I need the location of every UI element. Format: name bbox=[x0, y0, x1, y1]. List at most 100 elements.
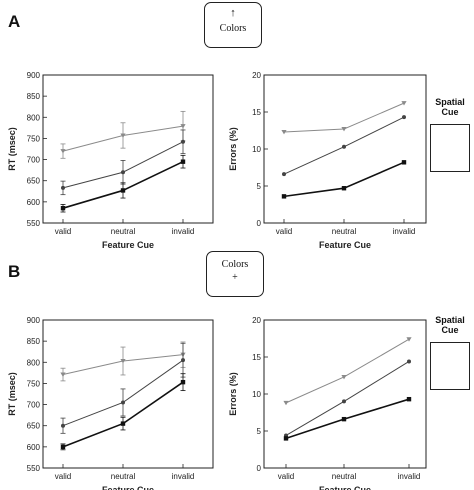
legend-b bbox=[430, 342, 470, 390]
series-invalid bbox=[281, 101, 407, 135]
x-tick-label: valid bbox=[55, 472, 71, 481]
y-tick-label: 20 bbox=[252, 71, 261, 80]
legend-title-line2: Cue bbox=[441, 107, 459, 117]
panel-label-a: A bbox=[8, 12, 21, 31]
legend-title-b: Spatial Cue bbox=[428, 315, 472, 335]
series-neutral bbox=[60, 342, 186, 434]
x-tick-label: neutral bbox=[332, 472, 357, 481]
data-point-neutral bbox=[61, 185, 65, 190]
y-tick-label: 5 bbox=[257, 427, 262, 436]
cue-display-b: Colors + bbox=[206, 251, 264, 297]
x-axis-label: Feature Cue bbox=[319, 240, 371, 250]
y-tick-label: 850 bbox=[27, 92, 41, 101]
y-tick-label: 800 bbox=[27, 358, 41, 367]
legend-title-a: Spatial Cue bbox=[428, 97, 472, 117]
y-tick-label: 0 bbox=[257, 464, 262, 473]
chart-B-rt bbox=[42, 319, 214, 469]
series-invalid bbox=[60, 341, 186, 382]
plot-frame bbox=[42, 319, 214, 469]
legend-title-line1: Spatial bbox=[435, 315, 465, 325]
y-axis-label: RT (msec) bbox=[7, 127, 17, 171]
data-point-valid bbox=[120, 188, 126, 193]
data-point-valid bbox=[283, 436, 289, 441]
cue-top-text-b: Colors bbox=[221, 259, 249, 270]
series-neutral bbox=[60, 129, 186, 196]
data-point-invalid bbox=[180, 124, 186, 129]
data-point-invalid bbox=[341, 374, 347, 380]
x-axis-label: Feature Cue bbox=[319, 485, 371, 490]
y-tick-label: 600 bbox=[27, 198, 41, 207]
cue-text-a: Colors bbox=[219, 23, 247, 34]
series-valid bbox=[283, 396, 412, 441]
data-point-neutral bbox=[61, 423, 65, 428]
y-tick-label: 800 bbox=[27, 113, 41, 122]
y-axis-label: RT (msec) bbox=[7, 372, 17, 416]
y-tick-label: 15 bbox=[252, 108, 261, 117]
data-point-neutral bbox=[121, 400, 125, 405]
data-point-invalid bbox=[341, 127, 347, 132]
data-point-invalid bbox=[60, 149, 66, 154]
data-point-invalid bbox=[406, 337, 412, 342]
chart-B-err bbox=[263, 319, 427, 469]
data-point-neutral bbox=[342, 399, 346, 404]
x-tick-label: valid bbox=[55, 227, 71, 236]
y-tick-label: 700 bbox=[27, 156, 41, 165]
series-neutral bbox=[284, 359, 411, 438]
y-tick-label: 600 bbox=[27, 443, 41, 452]
series-line-invalid bbox=[285, 338, 410, 404]
series-line-valid bbox=[285, 398, 410, 440]
y-tick-label: 650 bbox=[27, 422, 41, 431]
y-axis-label: Errors (%) bbox=[228, 127, 238, 171]
data-point-invalid bbox=[401, 101, 407, 106]
legend-title-line2: Cue bbox=[441, 325, 459, 335]
panel-label-b: B bbox=[8, 262, 21, 281]
series-valid bbox=[60, 154, 186, 213]
y-tick-label: 850 bbox=[27, 337, 41, 346]
series-valid bbox=[281, 160, 407, 199]
series-invalid bbox=[283, 337, 412, 406]
cue-fixation-b: + bbox=[232, 272, 238, 283]
data-point-neutral bbox=[342, 144, 346, 149]
data-point-valid bbox=[401, 160, 407, 165]
x-tick-label: invalid bbox=[398, 472, 421, 481]
legend-a bbox=[430, 124, 470, 172]
series-invalid bbox=[60, 110, 186, 159]
data-point-invalid bbox=[60, 372, 66, 377]
x-tick-label: neutral bbox=[111, 472, 136, 481]
data-point-valid bbox=[406, 396, 412, 402]
data-point-valid bbox=[341, 416, 347, 422]
y-tick-label: 10 bbox=[252, 390, 261, 399]
data-point-valid bbox=[180, 379, 186, 385]
y-tick-label: 0 bbox=[257, 219, 262, 228]
data-point-neutral bbox=[282, 172, 286, 177]
y-tick-label: 750 bbox=[27, 134, 41, 143]
legend-title-line1: Spatial bbox=[435, 97, 465, 107]
x-axis-label: Feature Cue bbox=[102, 240, 154, 250]
y-tick-label: 15 bbox=[252, 353, 261, 362]
data-point-neutral bbox=[402, 115, 406, 120]
data-point-valid bbox=[180, 159, 186, 164]
series-line-neutral bbox=[285, 361, 410, 436]
series-valid bbox=[60, 373, 186, 451]
data-point-neutral bbox=[407, 359, 411, 364]
y-tick-label: 900 bbox=[27, 316, 41, 325]
x-tick-label: invalid bbox=[172, 227, 195, 236]
plot-frame bbox=[263, 319, 427, 469]
up-arrow-icon: ↑ bbox=[230, 7, 236, 19]
y-tick-label: 750 bbox=[27, 379, 41, 388]
x-axis-label: Feature Cue bbox=[102, 485, 154, 490]
data-point-invalid bbox=[283, 400, 289, 406]
y-tick-label: 900 bbox=[27, 71, 41, 80]
plot-frame bbox=[42, 74, 214, 224]
data-point-invalid bbox=[120, 133, 126, 138]
data-point-invalid bbox=[120, 359, 126, 364]
y-tick-label: 550 bbox=[27, 219, 41, 228]
data-point-neutral bbox=[121, 170, 125, 175]
data-point-valid bbox=[120, 421, 126, 426]
plot-frame bbox=[263, 74, 427, 224]
series-neutral bbox=[282, 115, 406, 177]
x-tick-label: neutral bbox=[111, 227, 136, 236]
y-tick-label: 650 bbox=[27, 177, 41, 186]
x-tick-label: invalid bbox=[172, 472, 195, 481]
data-point-valid bbox=[341, 186, 347, 191]
